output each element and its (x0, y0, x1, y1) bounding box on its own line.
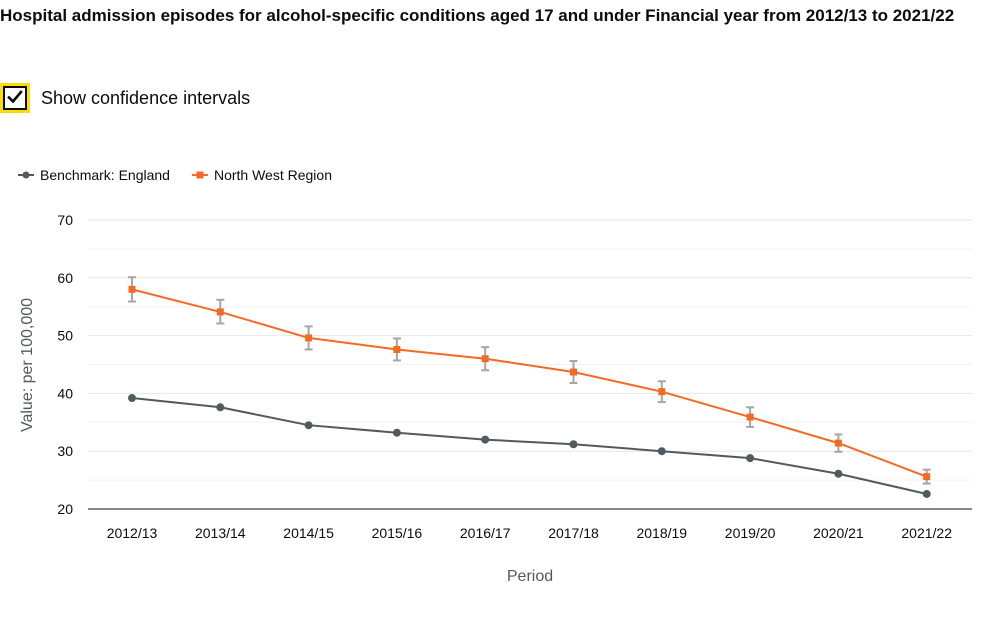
data-point (746, 454, 755, 463)
legend-symbol (22, 171, 30, 179)
y-tick-label: 20 (57, 501, 73, 517)
confidence-intervals-toggle[interactable]: Show confidence intervals (0, 86, 250, 110)
line-chart: 20 30 40 50 60 70 2012/13 2013/14 2014/15 2015/16… (18, 167, 972, 585)
data-point (393, 345, 401, 353)
x-tick-label: 2012/13 (107, 525, 158, 541)
y-tick-label: 60 (57, 270, 73, 286)
data-point (392, 428, 401, 437)
y-tick-label: 70 (57, 212, 73, 228)
x-tick-label: 2020/21 (813, 525, 864, 541)
data-point (923, 473, 931, 481)
series-line (131, 288, 928, 478)
x-tick-label: 2016/17 (460, 525, 511, 541)
y-axis-title: Value: per 100,000 (19, 298, 36, 432)
x-axis-title: Period (507, 568, 553, 585)
x-tick-label: 2015/16 (372, 525, 423, 541)
confidence-intervals-label: Show confidence intervals (41, 88, 251, 108)
data-point (128, 285, 136, 293)
series-line (131, 397, 927, 495)
y-tick-label: 50 (57, 328, 73, 344)
data-point (834, 439, 842, 447)
confidence-intervals-checkbox[interactable] (3, 86, 27, 110)
x-tick-label: 2018/19 (636, 525, 687, 541)
data-point (657, 447, 666, 456)
data-point (834, 469, 843, 478)
data-point (570, 368, 577, 376)
data-point (922, 489, 931, 498)
x-tick-label: 2017/18 (548, 525, 599, 541)
legend-symbol (196, 171, 204, 179)
data-point (128, 394, 136, 403)
data-point (481, 355, 489, 363)
data-point (216, 308, 224, 316)
legend-label: Benchmark: England (40, 167, 170, 183)
data-point (304, 421, 313, 430)
data-point (481, 435, 490, 444)
data-point (216, 403, 225, 412)
x-tick-label: 2019/20 (725, 525, 776, 541)
data-point (746, 413, 754, 421)
data-point (305, 334, 313, 342)
data-point (569, 440, 578, 449)
legend-label: North West Region (214, 167, 332, 183)
x-tick-label: 2014/15 (283, 525, 334, 541)
y-tick-label: 40 (57, 385, 73, 401)
x-tick-label: 2021/22 (901, 525, 952, 541)
checkmark-icon (7, 90, 23, 104)
x-tick-label: 2013/14 (195, 525, 246, 541)
y-tick-label: 30 (57, 443, 73, 459)
chart-title: Hospital admission episodes for alcohol-… (0, 6, 955, 25)
data-point (658, 388, 666, 396)
